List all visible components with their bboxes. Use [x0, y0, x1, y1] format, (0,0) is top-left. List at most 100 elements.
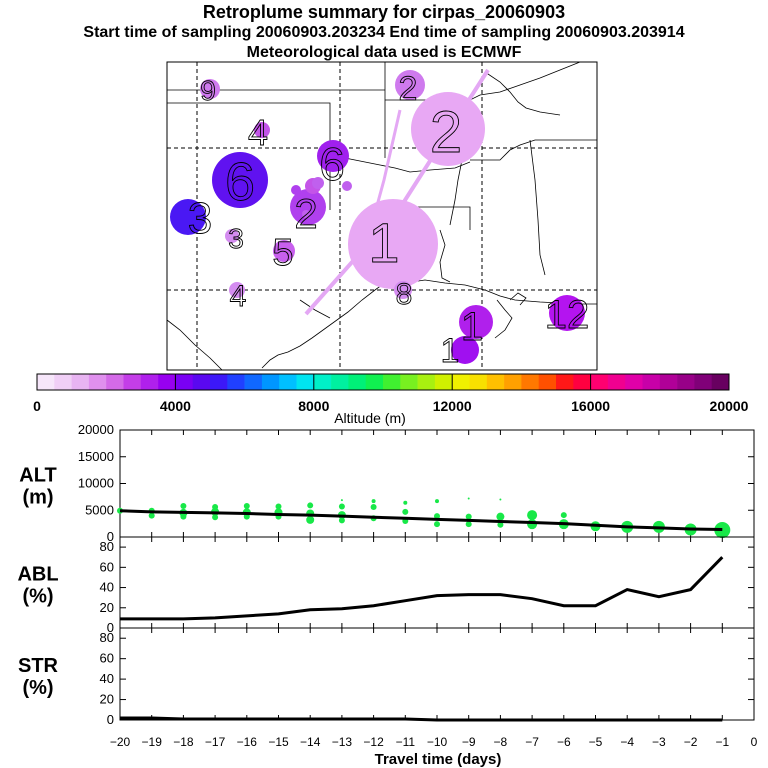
colorbar-tick-label: 16000	[571, 398, 610, 414]
x-tick-label: −6	[557, 735, 571, 749]
colorbar-swatch	[711, 374, 730, 390]
cluster-label: 6	[319, 138, 345, 190]
colorbar-swatch	[590, 374, 609, 390]
scatter-point	[148, 512, 155, 519]
y-tick-label: 5000	[85, 502, 114, 517]
colorbar-swatch	[659, 374, 678, 390]
x-tick-label: −18	[173, 735, 194, 749]
y-tick-label: 20	[100, 692, 114, 707]
colorbar-swatch	[279, 374, 297, 390]
y-tick-label: 0	[107, 712, 114, 727]
panel-str: 0 20 40 60 80 STR(%)	[18, 627, 755, 727]
y-axis-unit: (m)	[22, 487, 53, 509]
x-tick-label: −15	[268, 735, 289, 749]
coastline	[261, 281, 387, 369]
scatter-point	[434, 513, 440, 520]
cluster-dot	[342, 181, 352, 191]
colorbar-swatch	[331, 374, 349, 390]
cluster-label: 9	[200, 75, 216, 106]
cluster-label: 1	[368, 211, 399, 274]
scatter-point	[527, 510, 538, 521]
colorbar-swatch	[504, 374, 522, 390]
state-border	[470, 139, 560, 161]
cluster-label: 1	[461, 305, 483, 349]
x-tick-label: −12	[363, 735, 384, 749]
colorbar-swatch	[607, 374, 626, 390]
state-border	[529, 139, 546, 276]
x-tick-label: 0	[751, 735, 758, 749]
cluster-label: 2	[430, 100, 462, 165]
x-tick-label: −5	[589, 735, 603, 749]
y-tick-label: 20000	[78, 422, 114, 437]
y-tick-label: 15000	[78, 449, 114, 464]
alt-mean-line	[119, 509, 723, 532]
scatter-point	[714, 522, 731, 539]
colorbar-tick-label: 0	[33, 398, 41, 414]
cluster-circle	[170, 199, 206, 235]
y-tick-label: 60	[100, 651, 114, 666]
y-tick-label: 40	[100, 671, 114, 686]
cluster-label: 12	[545, 293, 590, 337]
panel-frame	[119, 627, 755, 721]
y-tick-label: 40	[100, 580, 114, 595]
x-tick-label: −7	[525, 735, 539, 749]
colorbar: 0 4000 8000 12000 16000 20000	[33, 373, 749, 414]
colorbar-swatch	[71, 374, 90, 390]
colorbar-swatch	[521, 374, 539, 390]
scatter-point	[496, 512, 505, 521]
colorbar-swatch	[158, 374, 176, 390]
cluster-circle	[348, 199, 438, 289]
y-tick-label: 80	[100, 539, 114, 554]
scatter-point	[338, 503, 345, 510]
colorbar-swatch	[313, 374, 332, 390]
scatter-point	[402, 508, 409, 515]
colorbar-tick-label: 20000	[710, 398, 749, 414]
scatter-point	[403, 500, 408, 505]
cluster-dot	[312, 177, 324, 189]
cluster-circle	[451, 336, 479, 364]
colorbar-swatch	[210, 374, 228, 390]
x-tick-label: −3	[652, 735, 666, 749]
colorbar-swatch	[261, 374, 280, 390]
scatter-point	[338, 517, 345, 524]
cluster-circle	[229, 282, 245, 298]
scatter-point	[243, 502, 250, 509]
cluster-label: 8	[396, 278, 413, 311]
colorbar-swatch	[123, 374, 142, 390]
y-tick-label: 10000	[78, 476, 114, 491]
cluster-dot	[291, 185, 301, 195]
cluster-label: 4	[248, 112, 268, 153]
series-line-str	[120, 716, 723, 722]
cluster-circle	[395, 70, 425, 100]
y-axis-title: ABL	[17, 564, 58, 586]
scatter-point	[243, 513, 250, 520]
colorbar-swatch	[348, 374, 366, 390]
scatter-point	[180, 502, 187, 509]
x-tick-label: −10	[427, 735, 448, 749]
colorbar-swatch	[573, 374, 591, 390]
colorbar-swatch	[227, 374, 245, 390]
colorbar-swatch	[400, 374, 418, 390]
y-axis-title: STR	[18, 655, 59, 677]
coastline	[166, 319, 223, 371]
panel-frame	[119, 536, 755, 629]
cluster-circle	[411, 92, 485, 166]
panel-alt: 0 5000 10000 15000 20000 ALT(m)	[19, 422, 755, 544]
cluster-label: 3	[188, 194, 212, 243]
series-line-abl	[120, 556, 724, 621]
colorbar-swatch	[642, 374, 661, 390]
x-tick-label: −17	[205, 735, 226, 749]
cluster-circle	[225, 229, 239, 243]
scatter-point	[465, 513, 472, 520]
x-tick-label: −4	[620, 735, 634, 749]
colorbar-tick-label: 4000	[160, 398, 191, 414]
cluster-circle	[317, 140, 349, 172]
cluster-circle	[549, 295, 585, 331]
colorbar-tick-label: 12000	[433, 398, 472, 414]
y-axis-unit: (%)	[22, 677, 53, 699]
colorbar-swatch	[469, 374, 488, 390]
state-border	[329, 154, 471, 173]
colorbar-swatch	[175, 374, 193, 390]
